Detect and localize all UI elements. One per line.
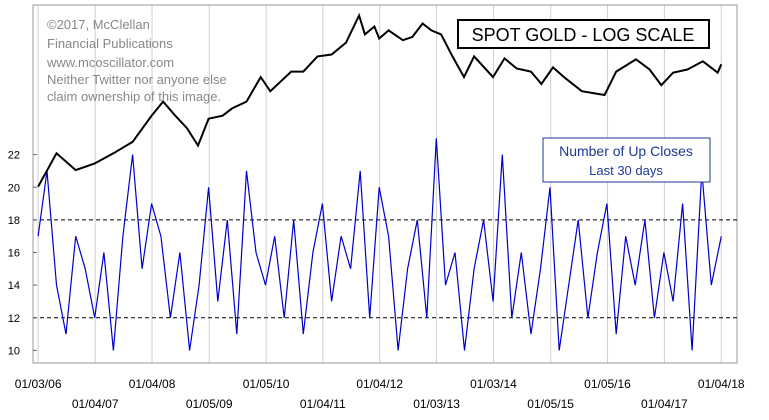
y-tick-label: 18 <box>8 215 20 227</box>
y-tick-label: 20 <box>8 182 20 194</box>
x-tick-label: 01/05/10 <box>243 377 290 391</box>
y-tick-label: 10 <box>8 345 20 357</box>
legend-line-1: Number of Up Closes <box>559 143 693 159</box>
chart-title: SPOT GOLD - LOG SCALE <box>472 25 695 45</box>
title-box: SPOT GOLD - LOG SCALE <box>457 19 710 49</box>
x-tick-label: 01/03/06 <box>15 377 62 391</box>
x-tick-label: 01/04/18 <box>698 377 745 391</box>
x-tick-label: 01/04/17 <box>641 397 688 411</box>
x-axis-ticks: 01/03/06 01/04/08 01/05/10 01/04/12 01/03/14… <box>15 377 745 411</box>
x-tick-label: 01/05/09 <box>186 397 233 411</box>
plot-frame <box>32 4 738 364</box>
copyright-line: claim ownership of this image. <box>47 89 221 104</box>
x-tick-label: 01/05/16 <box>584 377 631 391</box>
copyright-block: ©2017, McClellan Financial Publications … <box>46 17 227 104</box>
x-tick-label: 01/04/08 <box>129 377 176 391</box>
gold-price-line <box>37 12 723 188</box>
x-tick-label: 01/04/07 <box>72 397 119 411</box>
legend-box: Number of Up Closes Last 30 days <box>542 137 711 183</box>
copyright-line: www.mcoscillator.com <box>46 55 174 70</box>
up-closes-line <box>37 138 722 351</box>
x-tick-label: 01/04/11 <box>300 397 346 411</box>
gold-series <box>37 12 723 188</box>
y-tick-label: 16 <box>8 248 20 260</box>
legend-line-2: Last 30 days <box>589 163 663 178</box>
grid-lines <box>37 5 722 363</box>
up-closes-series <box>37 138 722 351</box>
y-tick-label: 14 <box>8 280 20 292</box>
x-tick-label: 01/03/14 <box>470 377 517 391</box>
y-tick-label: 22 <box>8 150 20 162</box>
title-box-border <box>457 19 710 49</box>
y-axis-ticks: 10 12 14 16 18 20 22 <box>8 150 37 357</box>
copyright-line: ©2017, McClellan <box>47 17 150 32</box>
x-tick-label: 01/04/12 <box>356 377 403 391</box>
legend-box-border <box>542 137 711 183</box>
copyright-line: Neither Twitter nor anyone else <box>47 72 227 87</box>
x-tick-label: 01/03/13 <box>413 397 460 411</box>
copyright-line: Financial Publications <box>47 36 173 51</box>
x-tick-label: 01/05/15 <box>527 397 574 411</box>
y-tick-label: 12 <box>8 313 20 325</box>
